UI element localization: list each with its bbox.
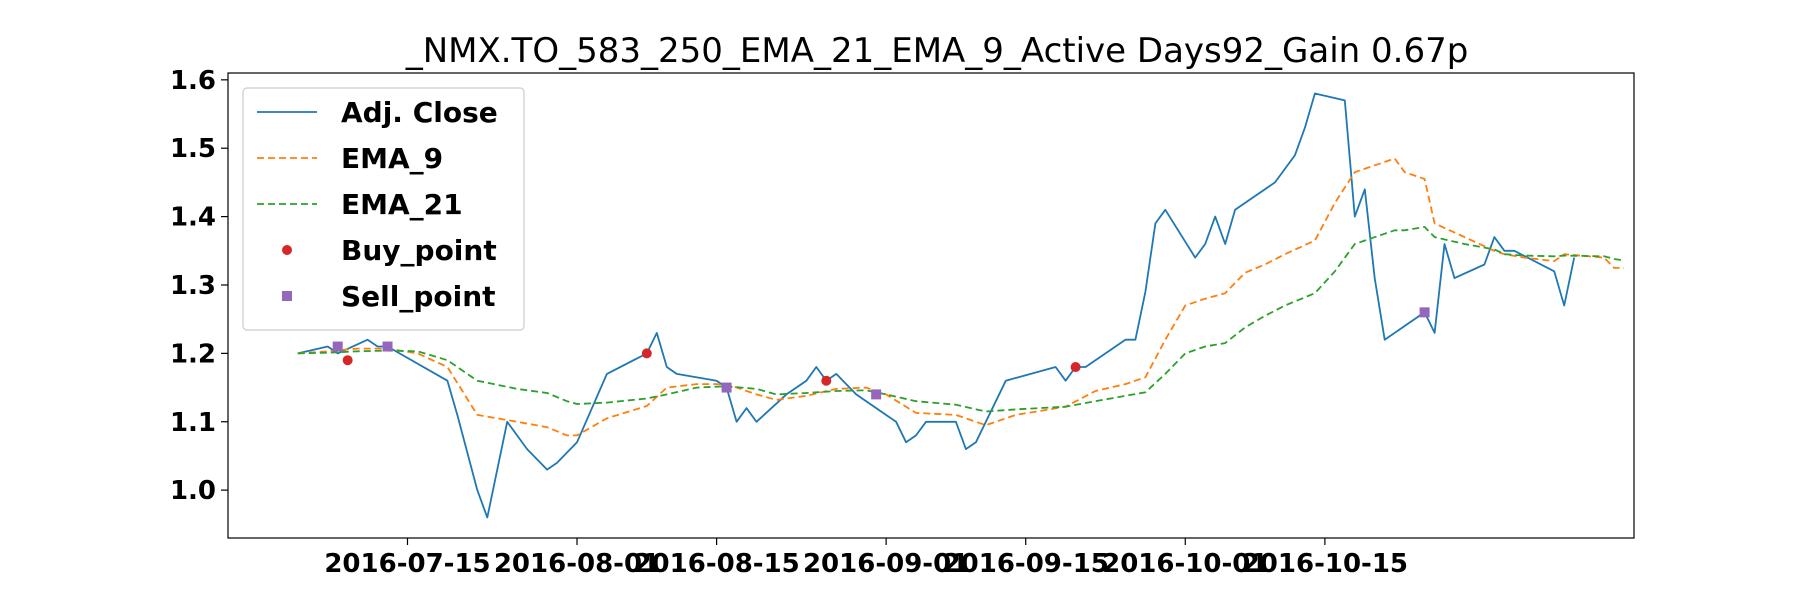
buy-point-marker xyxy=(641,348,652,359)
y-tick-label: 1.1 xyxy=(170,408,216,438)
series-line-ema-21 xyxy=(297,226,1625,413)
chart-title: _NMX.TO_583_250_EMA_21_EMA_9_Active Days… xyxy=(405,31,1469,71)
legend-label: Adj. Close xyxy=(341,96,498,129)
legend-item-adj-close: Adj. Close xyxy=(257,96,498,129)
y-tick-label: 1.5 xyxy=(170,134,216,164)
series-layer xyxy=(297,92,1625,519)
sell-point-marker xyxy=(332,341,343,352)
legend-item-buy-point: Buy_point xyxy=(282,234,497,267)
sell-point-marker xyxy=(721,382,732,393)
x-tick-label: 2016-10-01 xyxy=(1102,549,1268,579)
legend-swatch xyxy=(282,291,292,301)
legend-swatch xyxy=(282,245,292,255)
legend-label: Buy_point xyxy=(341,234,497,267)
x-tick-label: 2016-07-15 xyxy=(324,549,490,579)
legend-label: EMA_21 xyxy=(341,188,463,221)
series-adj-close xyxy=(297,92,1576,519)
sell-point-marker xyxy=(382,341,393,352)
buy-point-marker xyxy=(821,375,832,386)
y-tick-label: 1.6 xyxy=(170,66,216,96)
series-buy-point xyxy=(342,348,1081,386)
sell-point-marker xyxy=(871,389,882,400)
y-tick-label: 1.0 xyxy=(170,476,216,506)
legend-item-sell-point: Sell_point xyxy=(282,280,496,313)
axes-layer: 1.0 1.1 1.2 1.3 1.4 1.5 1.6 2016-07-15 2016-08-0… xyxy=(170,66,1635,579)
legend-label: EMA_9 xyxy=(341,142,443,175)
x-tick-label: 2016-08-01 xyxy=(494,549,660,579)
buy-point-marker xyxy=(1070,362,1081,373)
legend-item-ema-9: EMA_9 xyxy=(257,142,443,175)
series-sell-point xyxy=(332,307,1430,400)
x-tick-label: 2016-08-15 xyxy=(633,549,799,579)
x-tick-label: 2016-09-15 xyxy=(943,549,1109,579)
legend: Adj. Close EMA_9 EMA_21 Buy_point Sell_point xyxy=(242,87,525,331)
y-tick-label: 1.3 xyxy=(170,271,216,301)
series-line-ema-9 xyxy=(297,157,1624,437)
x-tick-label: 2016-09-01 xyxy=(803,549,969,579)
legend-label: Sell_point xyxy=(341,280,496,313)
series-line-adj-close xyxy=(297,92,1576,519)
series-ema-21 xyxy=(297,226,1625,413)
sell-point-marker xyxy=(1419,307,1430,318)
y-tick-label: 1.2 xyxy=(170,339,216,369)
y-tick-label: 1.4 xyxy=(170,203,216,233)
buy-point-marker xyxy=(342,355,353,366)
plot-frame xyxy=(227,72,1635,539)
legend-frame xyxy=(242,87,525,331)
legend-item-ema-21: EMA_21 xyxy=(257,188,463,221)
x-tick-label: 2016-10-15 xyxy=(1242,549,1408,579)
series-ema-9 xyxy=(297,157,1624,437)
